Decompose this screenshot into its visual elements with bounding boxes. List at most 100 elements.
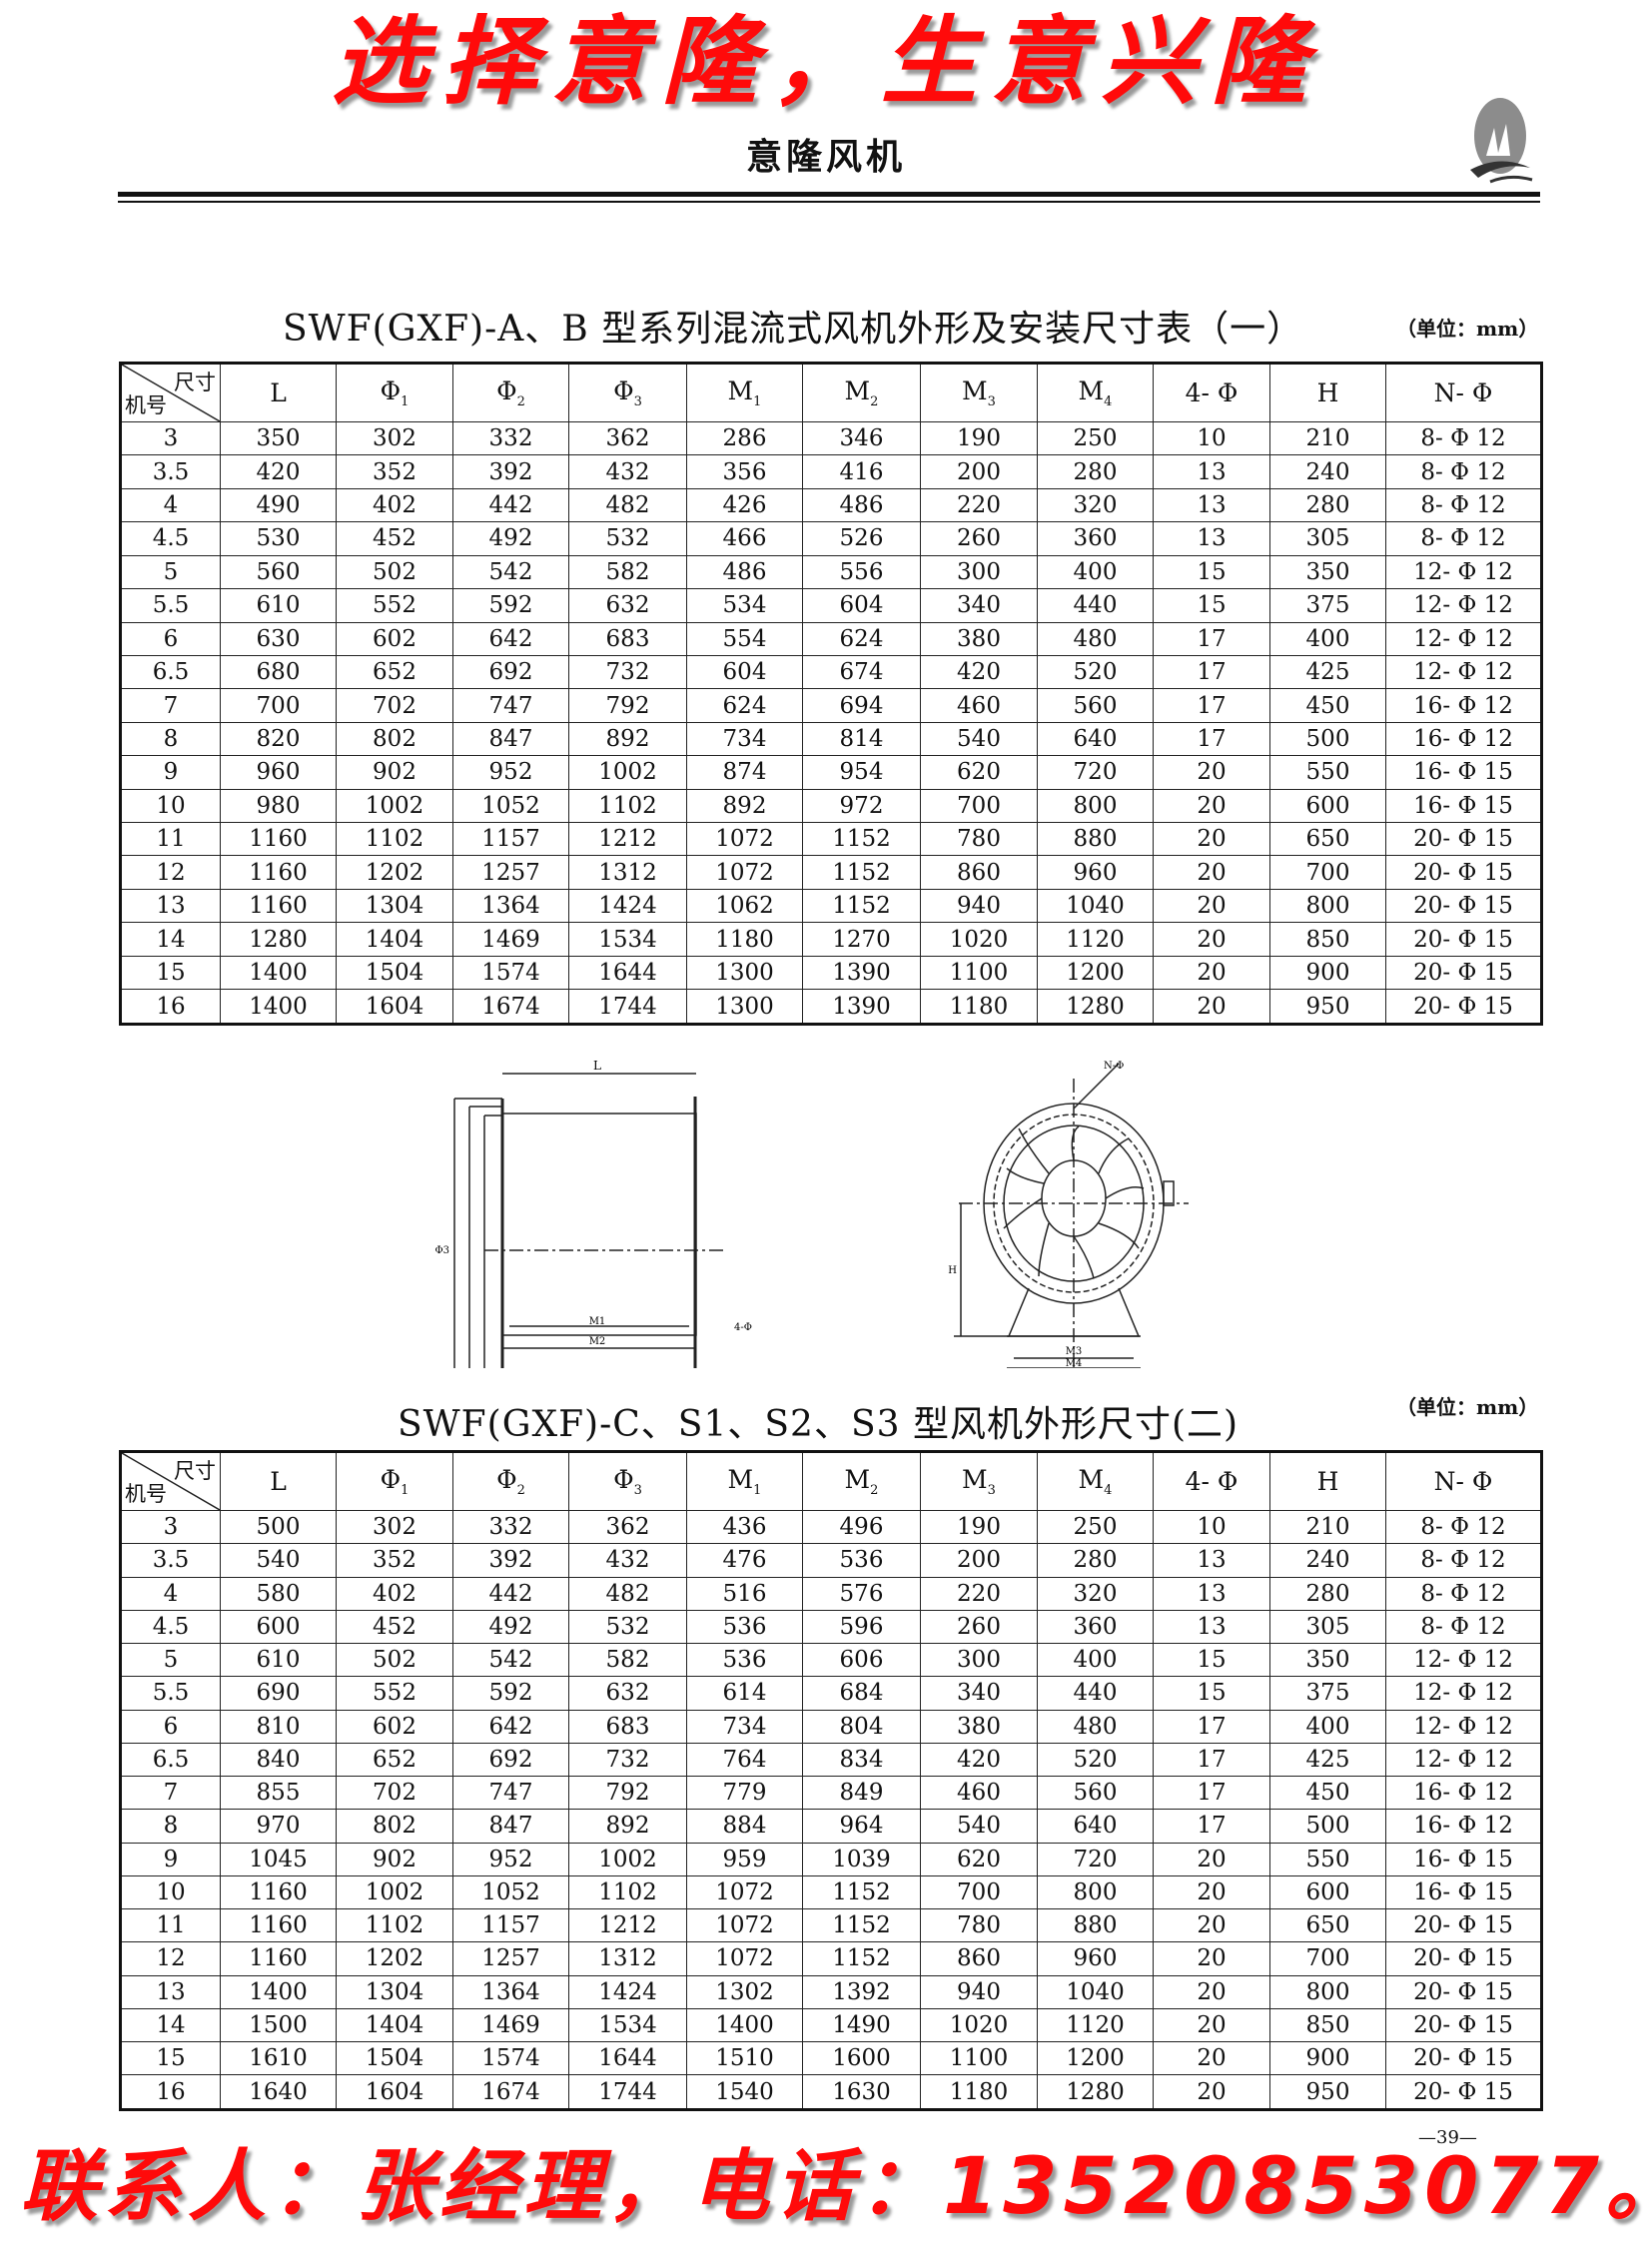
table-cell: 1280 — [220, 922, 337, 957]
model-number-cell: 4.5 — [120, 1609, 221, 1645]
table-row: 3.5 420 352 392 432 356 416 200 280 13 240 8- Φ 12 — [120, 454, 1542, 489]
column-header-label: M — [962, 1465, 988, 1494]
table-cell: 8- Φ 12 — [1385, 1609, 1542, 1645]
front-view-drawing — [954, 1063, 1189, 1368]
table-row: 6 630 602 642 683 554 624 380 480 17 400 12- Φ 12 — [120, 621, 1542, 656]
table-cell: 1400 — [220, 1974, 337, 2009]
table-cell: 610 — [220, 588, 337, 623]
table-cell: 560 — [1037, 1775, 1154, 1811]
table-cell: 700 — [1269, 1941, 1386, 1976]
corner-header: 尺寸 机号 — [120, 1451, 221, 1511]
table-cell: 450 — [1269, 688, 1386, 723]
table-cell: 425 — [1269, 654, 1386, 690]
table-cell: 500 — [1269, 1809, 1386, 1844]
column-header-label: M — [844, 376, 871, 405]
table-cell: 802 — [336, 721, 453, 757]
table-cell: 466 — [686, 521, 803, 556]
table-cell: 16- Φ 12 — [1385, 721, 1542, 757]
table-cell: 8- Φ 12 — [1385, 521, 1542, 556]
table-cell: 600 — [220, 1609, 337, 1645]
table-row: 4.5 530 452 492 532 466 526 260 360 13 305 8- Φ 12 — [120, 521, 1542, 556]
table-cell: 16- Φ 15 — [1385, 1874, 1542, 1910]
table-cell: 700 — [920, 788, 1038, 824]
table-cell: 346 — [802, 420, 921, 456]
table-cell: 683 — [568, 621, 687, 656]
table-cell: 964 — [802, 1809, 921, 1844]
table-cell: 1280 — [1037, 2074, 1154, 2110]
table-cell: 902 — [336, 1842, 453, 1876]
column-header-label: L — [270, 378, 287, 407]
table-cell: 340 — [920, 588, 1038, 623]
table-row: 3 500 302 332 362 436 496 190 250 10 210 8- Φ 12 — [120, 1509, 1542, 1545]
table-cell: 1404 — [336, 2007, 453, 2043]
table-cell: 480 — [1037, 1709, 1154, 1744]
column-header: L — [220, 1451, 337, 1511]
table-cell: 1300 — [686, 989, 803, 1025]
table-cell: 1574 — [452, 955, 569, 991]
table-row: 13 1400 1304 1364 1424 1302 1392 940 1040 20 800 20… — [120, 1974, 1542, 2009]
table-cell: 604 — [802, 588, 921, 623]
column-header: M2 — [802, 1451, 921, 1511]
model-number-cell: 4 — [120, 1576, 221, 1611]
table-cell: 1120 — [1037, 922, 1154, 957]
table-cell: 20- Φ 15 — [1385, 855, 1542, 890]
table-cell: 240 — [1269, 1543, 1386, 1578]
table-cell: 20- Φ 15 — [1385, 2040, 1542, 2076]
table-cell: 1257 — [452, 1941, 569, 1976]
table-cell: 970 — [220, 1809, 337, 1844]
table-cell: 1644 — [568, 2040, 687, 2076]
table-cell: 834 — [802, 1742, 921, 1778]
table-cell: 440 — [1037, 1676, 1154, 1711]
table-cell: 432 — [568, 454, 687, 489]
table-cell: 674 — [802, 654, 921, 690]
table-row: 14 1500 1404 1469 1534 1400 1490 1020 1120 20 850 2… — [120, 2007, 1542, 2043]
table-cell: 1157 — [452, 1907, 569, 1943]
table-cell: 17 — [1153, 1775, 1270, 1811]
column-header: M3 — [920, 1451, 1038, 1511]
corner-header: 尺寸 机号 — [120, 363, 221, 422]
table-cell: 692 — [452, 1742, 569, 1778]
table-cell: 954 — [802, 755, 921, 790]
table-cell: 800 — [1269, 1974, 1386, 2009]
table-row: 3.5 540 352 392 432 476 536 200 280 13 240 8- Φ 12 — [120, 1543, 1542, 1578]
column-header-label: Φ — [496, 376, 517, 405]
table-cell: 1504 — [336, 955, 453, 991]
model-number-cell: 8 — [120, 1809, 221, 1844]
table-cell: 20 — [1153, 1941, 1270, 1976]
table-cell: 250 — [1037, 1509, 1154, 1545]
table-row: 4 580 402 442 482 516 576 220 320 13 280 8- Φ 12 — [120, 1576, 1542, 1611]
table-cell: 540 — [220, 1543, 337, 1578]
table-row: 15 1610 1504 1574 1644 1510 1600 1100 1200 20 900 2… — [120, 2040, 1542, 2076]
table2-unit: （单位：mm） — [1396, 1395, 1539, 1419]
table-cell: 640 — [1037, 721, 1154, 757]
table-cell: 20 — [1153, 788, 1270, 824]
column-header-subscript: 3 — [987, 1483, 996, 1498]
table-cell: 220 — [920, 487, 1038, 523]
corner-label-size: 尺寸 — [174, 371, 216, 394]
table-row: 14 1280 1404 1469 1534 1180 1270 1020 1120 20 850 2… — [120, 922, 1542, 957]
table-row: 7 700 702 747 792 624 694 460 560 17 450 16- Φ 12 — [120, 688, 1542, 723]
model-number-cell: 3 — [120, 420, 221, 456]
table-cell: 20 — [1153, 2074, 1270, 2110]
table-cell: 624 — [802, 621, 921, 656]
model-number-cell: 14 — [120, 2007, 221, 2043]
table-cell: 650 — [1269, 1907, 1386, 1943]
table-cell: 804 — [802, 1709, 921, 1744]
table-cell: 302 — [336, 420, 453, 456]
table-cell: 536 — [802, 1543, 921, 1578]
table-cell: 1200 — [1037, 955, 1154, 991]
table-cell: 20- Φ 15 — [1385, 922, 1542, 957]
table-row: 6.5 840 652 692 732 764 834 420 520 17 425 12- Φ 12 — [120, 1742, 1542, 1778]
table-cell: 1364 — [452, 1974, 569, 2009]
column-header-label: 4- Φ — [1185, 378, 1239, 407]
table-cell: 442 — [452, 487, 569, 523]
model-number-cell: 12 — [120, 1941, 221, 1976]
table-cell: 15 — [1153, 588, 1270, 623]
table-cell: 425 — [1269, 1742, 1386, 1778]
table-cell: 300 — [920, 554, 1038, 590]
column-header: Φ3 — [568, 1451, 687, 1511]
table-cell: 1160 — [220, 1907, 337, 1943]
table-cell: 300 — [920, 1642, 1038, 1678]
table-cell: 1604 — [336, 989, 453, 1025]
corner-label-model: 机号 — [125, 1482, 167, 1506]
